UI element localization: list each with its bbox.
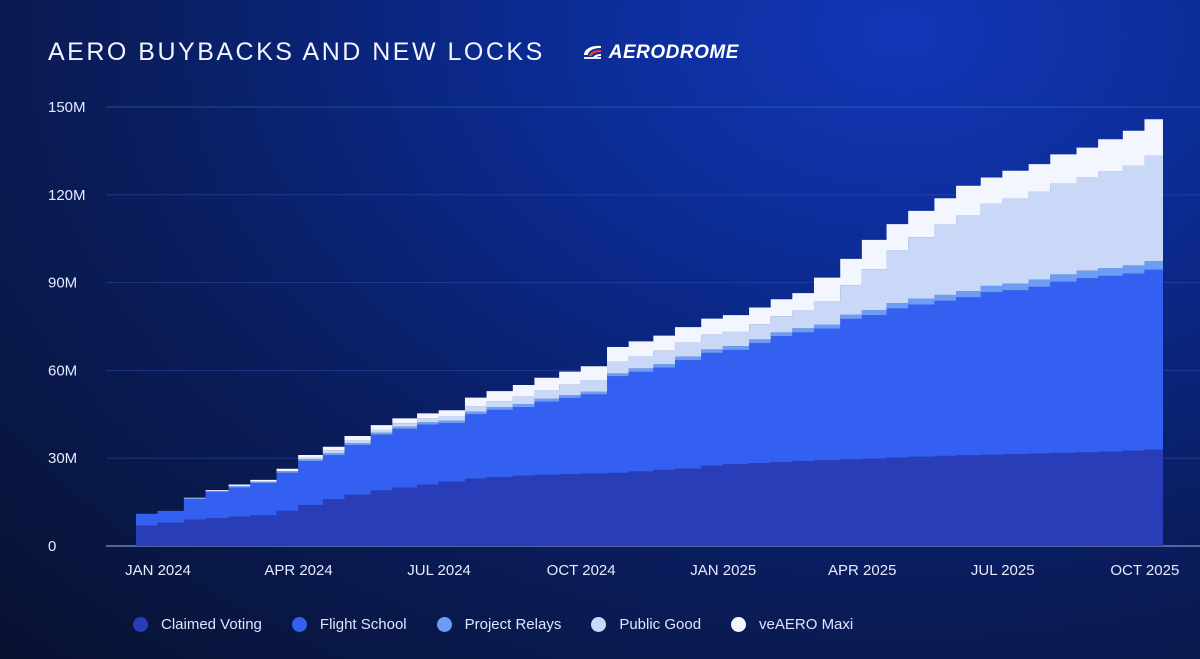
x-tick-label: JUL 2025 [971, 562, 1035, 579]
legend-item-claimed-voting: Claimed Voting [133, 616, 262, 633]
legend-label: Public Good [619, 616, 702, 633]
x-tick-label: OCT 2025 [1110, 562, 1179, 579]
legend-label: Project Relays [464, 616, 562, 633]
legend: Claimed Voting Flight School Project Rel… [133, 616, 883, 633]
legend-item-flight-school: Flight School [291, 616, 407, 633]
legend-label: Claimed Voting [161, 616, 262, 633]
area-series [136, 107, 1163, 546]
legend-item-project-relays: Project Relays [436, 616, 562, 633]
brand-name: AERODROME [608, 41, 739, 63]
x-tick-label: APR 2024 [264, 562, 332, 579]
chart-header: AERO BUYBACKS AND NEW LOCKS AERODROME [48, 38, 739, 67]
chart-plot: 0 30M 60M 90M 120M 150M JAN 2024 APR 2024 JUL 20… [48, 99, 1200, 579]
x-tick-label: JAN 2024 [125, 562, 191, 579]
y-tick-label: 120M [48, 187, 86, 204]
legend-label: Flight School [319, 616, 407, 633]
y-tick-label: 150M [48, 99, 86, 116]
brand: AERODROME [581, 42, 739, 64]
axis-labels: 0 30M 60M 90M 120M 150M JAN 2024 APR 2024 JUL 20… [48, 99, 1179, 579]
area-flight-school [136, 265, 1163, 526]
legend-swatch [591, 617, 607, 632]
x-tick-label: JUL 2024 [407, 562, 471, 579]
x-tick-label: JAN 2025 [690, 562, 756, 579]
y-tick-label: 60M [48, 362, 77, 379]
legend-swatch [133, 617, 148, 632]
legend-item-public-good: Public Good [591, 616, 701, 633]
legend-label: veAERO Maxi [759, 616, 854, 633]
area-claimed-voting [136, 449, 1163, 546]
legend-item-veaero-maxi: veAERO Maxi [731, 616, 853, 633]
x-tick-label: OCT 2024 [547, 562, 616, 579]
legend-swatch [731, 617, 747, 632]
y-tick-label: 90M [48, 275, 77, 292]
y-tick-label: 30M [48, 450, 77, 467]
legend-swatch [436, 617, 452, 632]
x-tick-label: APR 2025 [828, 562, 896, 579]
aerodrome-logo-icon [583, 45, 601, 59]
legend-swatch [291, 617, 307, 632]
chart-title: AERO BUYBACKS AND NEW LOCKS [48, 38, 545, 66]
y-tick-label: 0 [48, 538, 56, 555]
